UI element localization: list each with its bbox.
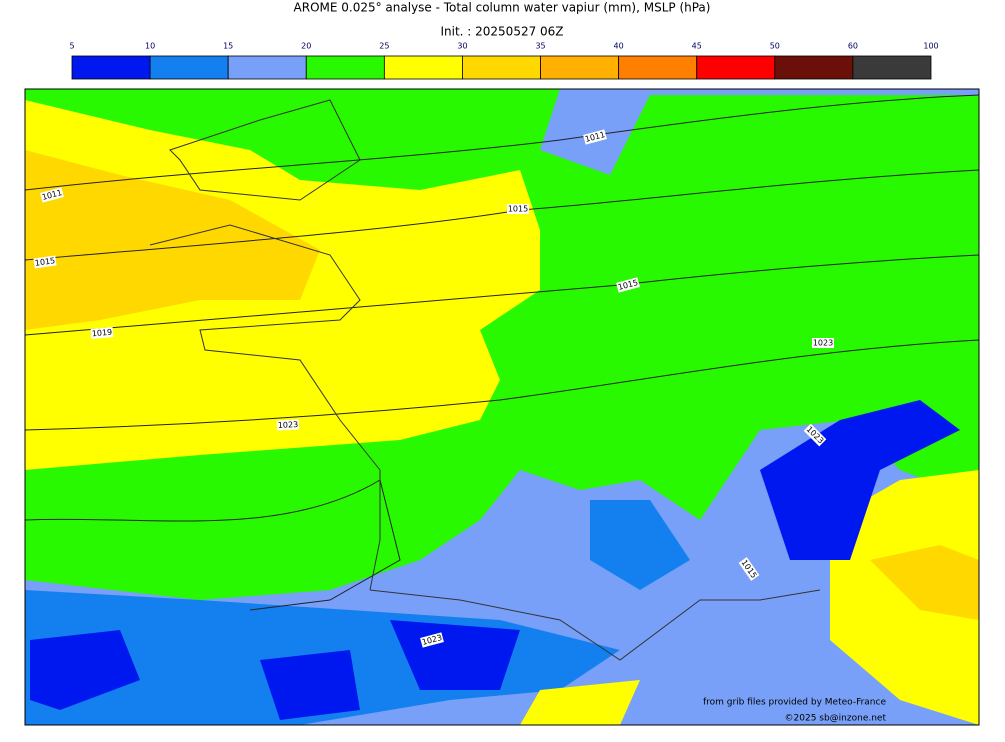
colorbar-segment <box>305 55 385 80</box>
colorbar-tick-label: 10 <box>145 42 155 51</box>
region-gold-east <box>870 545 979 620</box>
colorbar-segment <box>852 55 932 80</box>
isobar-label-text: 1015 <box>508 205 528 214</box>
colorbar-tick-label: 30 <box>457 42 467 51</box>
colorbar-segment <box>383 55 463 80</box>
isobar-label-box <box>803 423 827 447</box>
isobar-label-box <box>90 327 114 339</box>
init-time: Init. : 20250527 06Z <box>440 25 563 39</box>
region-yellow-south <box>520 680 640 725</box>
colorbar: 5 10 15 20 25 30 35 40 45 50 60 100 <box>69 42 939 80</box>
isobar-label: 1011 <box>583 129 607 145</box>
colorbar-tick-label: 40 <box>614 42 624 51</box>
colorbar-tick-label: 50 <box>770 42 780 51</box>
region-yellow-east <box>830 470 979 725</box>
isobar-label-box <box>33 255 57 269</box>
credit: ©2025 sb@inzone.net <box>785 714 887 724</box>
region-dark-blue <box>30 400 960 720</box>
coastlines <box>149 99 821 661</box>
colorbar-segment <box>71 55 151 80</box>
title: AROME 0.025° analyse - Total column wate… <box>294 1 711 15</box>
isobar-label: 1015 <box>33 255 57 269</box>
colorbar-segment <box>540 55 620 80</box>
isobar-label-text: 1023 <box>813 339 833 348</box>
isobar-label-box <box>507 204 529 214</box>
colorbar-segment <box>227 55 307 80</box>
colorbar-tick-label: 35 <box>535 42 545 51</box>
isobar-label-box <box>583 129 607 145</box>
isobar-label-text: 1015 <box>34 256 55 268</box>
colorbar-tick-label: 15 <box>223 42 233 51</box>
isobar-label-box <box>738 557 760 581</box>
region-blue-alps <box>590 500 690 590</box>
isobar-label: 1011 <box>40 187 64 203</box>
isobar-label-box <box>812 338 834 348</box>
colorbar-segment <box>696 55 776 80</box>
credit: from grib files provided by Meteo-France <box>703 698 886 708</box>
colorbar-segment <box>462 55 541 80</box>
isobar-label: 1019 <box>90 327 114 339</box>
map-frame <box>24 88 980 726</box>
isobar-label-text: 1019 <box>91 328 112 339</box>
colorbar-tick-label: 20 <box>301 42 311 51</box>
colorbar-tick-label: 5 <box>69 42 74 51</box>
isobar-label-box <box>420 632 444 648</box>
isobar-label: 1023 <box>276 419 300 431</box>
isobar-label-box <box>616 277 640 293</box>
region-gold <box>25 150 320 330</box>
colorbar-segment <box>774 55 854 80</box>
isobar-label: 1023 <box>812 338 834 348</box>
isobar-label: 1015 <box>507 204 529 214</box>
isobar-label-text: 1023 <box>278 420 299 430</box>
colorbar-tick-label: 45 <box>692 42 702 51</box>
isobar-label-box <box>40 187 64 203</box>
isobar-label: 1023 <box>420 632 444 648</box>
colorbar-tick-label: 60 <box>848 42 858 51</box>
colorbar-segment <box>618 55 698 80</box>
isobar-labels: 1011101110151015101510191023102310231023… <box>33 129 834 648</box>
colorbar-tick-label: 25 <box>379 42 389 51</box>
isobar-label-box <box>276 419 300 431</box>
colorbar-segment <box>149 55 229 80</box>
colorbar-tick-label: 100 <box>923 42 938 51</box>
isobar-label: 1015 <box>616 277 640 293</box>
map <box>25 89 979 725</box>
